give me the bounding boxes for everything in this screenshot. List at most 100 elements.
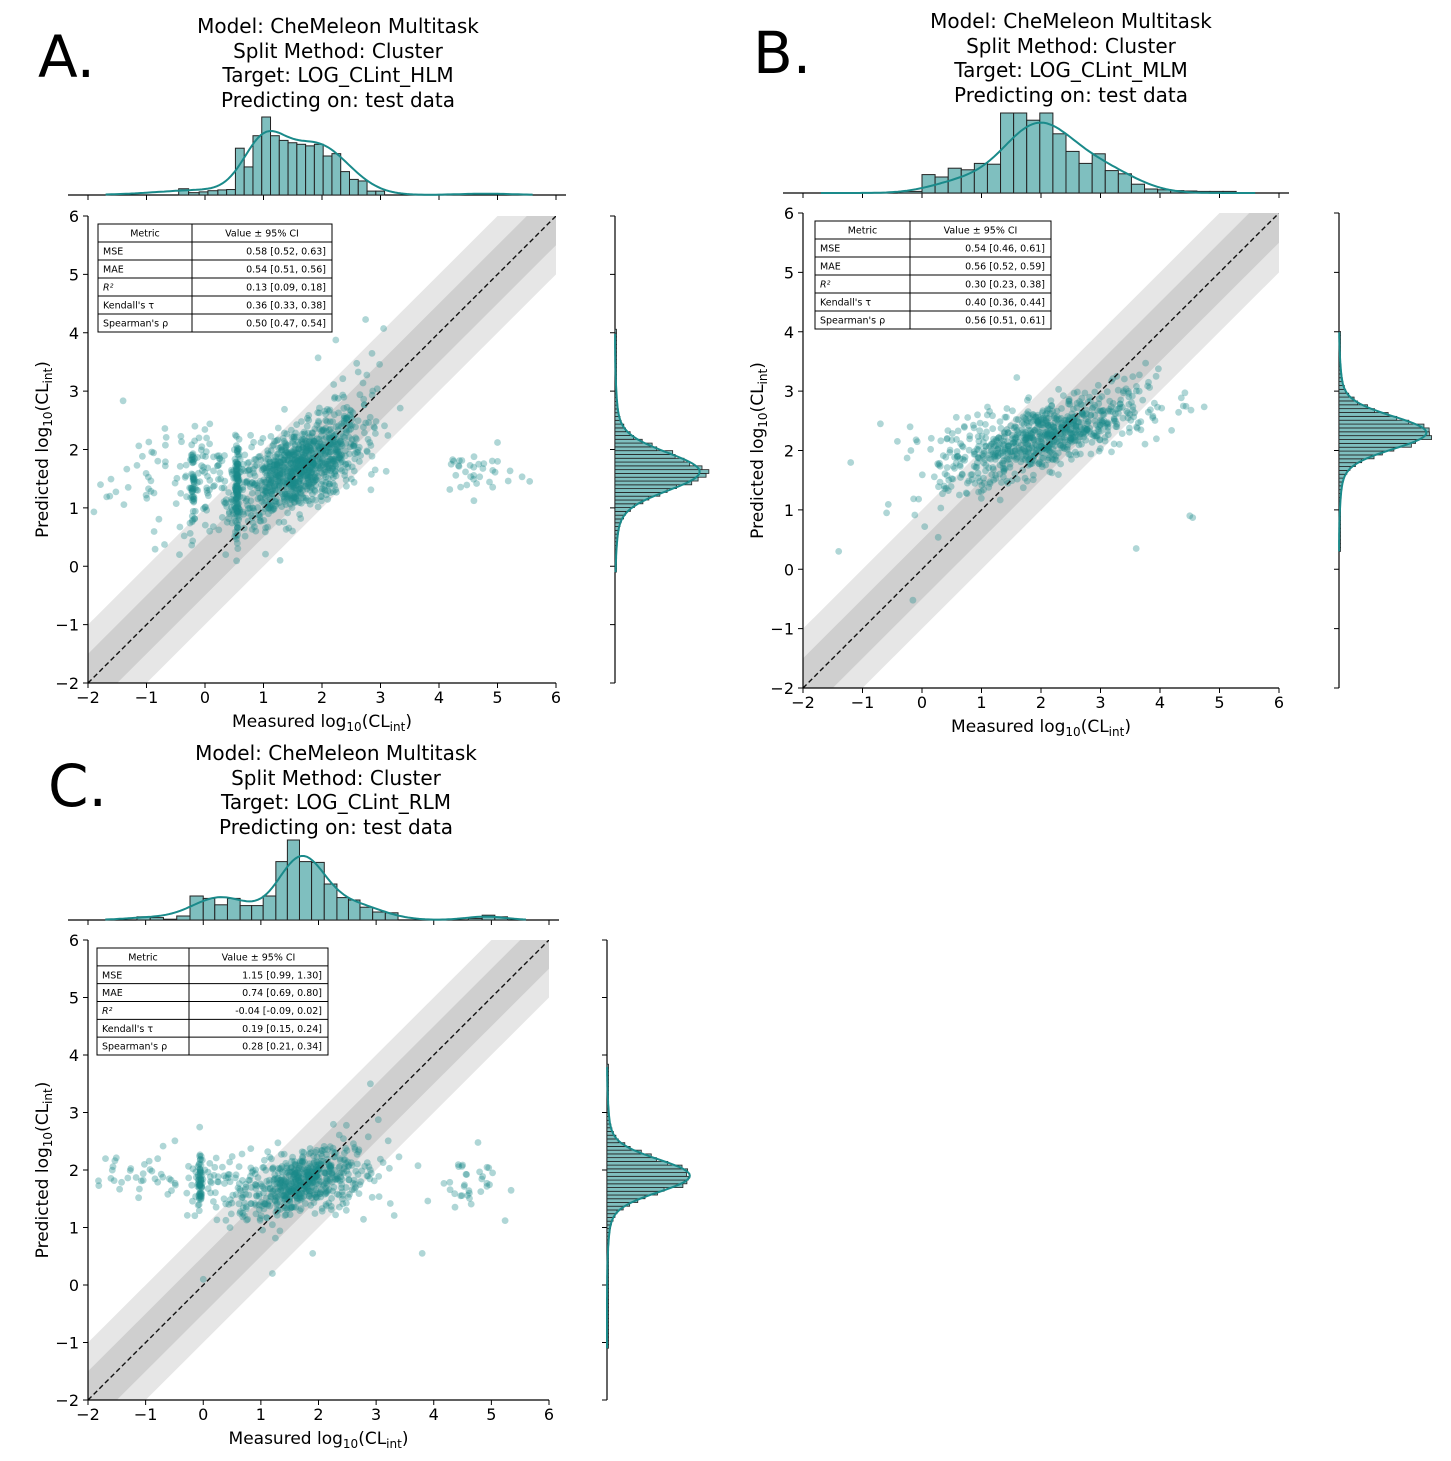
data-point xyxy=(1039,407,1047,415)
data-point xyxy=(1038,415,1046,423)
data-point xyxy=(246,471,254,478)
top-hist-bar xyxy=(162,918,178,921)
data-point xyxy=(268,467,276,474)
data-point xyxy=(235,464,243,472)
data-point xyxy=(233,494,241,502)
data-point xyxy=(906,423,914,431)
panel-c-title-line: Target: LOG_CLint_RLM xyxy=(220,790,452,814)
data-point xyxy=(119,397,127,405)
data-point xyxy=(274,450,282,458)
panel-b-letter: B. xyxy=(753,19,812,87)
data-point xyxy=(232,458,240,466)
metric-name: Spearman's ρ xyxy=(103,319,168,330)
data-point xyxy=(950,463,957,470)
data-point xyxy=(274,486,281,494)
data-point xyxy=(283,456,291,464)
data-point xyxy=(322,410,329,418)
data-point xyxy=(320,471,328,479)
data-point xyxy=(102,1155,109,1162)
data-point xyxy=(234,507,242,515)
data-point xyxy=(228,466,235,474)
data-point xyxy=(994,445,1002,453)
data-point xyxy=(1050,423,1057,431)
data-point xyxy=(236,486,244,494)
data-point xyxy=(313,1194,321,1202)
data-point xyxy=(317,445,324,453)
data-point xyxy=(177,490,185,497)
data-point xyxy=(330,442,338,449)
data-point xyxy=(939,490,946,498)
data-point xyxy=(1078,419,1085,426)
data-point xyxy=(321,459,329,467)
data-point xyxy=(280,518,288,526)
data-point xyxy=(277,453,285,461)
top-hist-bar xyxy=(188,192,200,196)
data-point xyxy=(276,468,284,476)
data-point xyxy=(268,475,276,483)
data-point xyxy=(1055,415,1063,423)
data-point xyxy=(190,495,198,503)
data-point xyxy=(171,1137,179,1145)
data-point xyxy=(188,512,196,520)
data-point xyxy=(234,501,241,508)
data-point xyxy=(333,446,340,454)
data-point xyxy=(357,452,364,459)
data-point xyxy=(294,460,302,468)
data-point xyxy=(325,464,333,472)
data-point xyxy=(255,453,262,461)
data-point xyxy=(299,456,307,464)
y-tick-label: 5 xyxy=(69,989,79,1008)
data-point xyxy=(228,507,236,514)
top-hist-bar xyxy=(149,917,164,921)
data-point xyxy=(112,488,120,496)
data-point xyxy=(264,504,272,512)
data-point xyxy=(1011,423,1019,430)
data-point xyxy=(309,476,317,484)
x-tick-label: 2 xyxy=(317,688,327,707)
data-point xyxy=(235,477,243,485)
data-point xyxy=(322,473,330,481)
data-point xyxy=(985,464,993,472)
data-point xyxy=(332,468,339,475)
metric-value: 0.58 [0.52, 0.63] xyxy=(246,247,326,258)
y-tick-label: −1 xyxy=(770,620,794,639)
data-point xyxy=(282,444,289,451)
data-point xyxy=(1023,419,1031,427)
data-point xyxy=(327,425,334,433)
data-point xyxy=(292,494,299,501)
data-point xyxy=(326,464,334,472)
data-point xyxy=(310,460,317,467)
data-point xyxy=(1038,439,1046,446)
data-point xyxy=(988,446,995,454)
data-point xyxy=(173,474,181,482)
data-point xyxy=(351,440,358,448)
data-point xyxy=(342,476,350,484)
data-point xyxy=(210,523,217,530)
data-point xyxy=(299,440,306,448)
data-point xyxy=(321,481,328,489)
data-point xyxy=(226,1158,234,1166)
data-point xyxy=(189,516,197,524)
data-point xyxy=(265,475,273,482)
data-point xyxy=(327,1161,335,1169)
data-point xyxy=(1044,451,1052,459)
data-point xyxy=(210,453,217,461)
data-point xyxy=(266,1202,274,1210)
panel-b-title-line: Predicting on: test data xyxy=(954,82,1188,107)
data-point xyxy=(238,1150,246,1158)
data-point xyxy=(278,446,286,454)
y-axis-label: Predicted log10(CLint) xyxy=(33,361,55,538)
data-point xyxy=(362,316,369,323)
data-point xyxy=(176,523,184,531)
data-point xyxy=(154,457,162,465)
data-point xyxy=(235,450,243,458)
data-point xyxy=(337,456,345,463)
data-point xyxy=(338,458,346,466)
data-point xyxy=(1050,438,1058,446)
data-point xyxy=(200,463,208,471)
data-point xyxy=(233,460,241,468)
data-point xyxy=(967,471,975,479)
data-point xyxy=(323,447,330,455)
data-point xyxy=(190,475,198,483)
